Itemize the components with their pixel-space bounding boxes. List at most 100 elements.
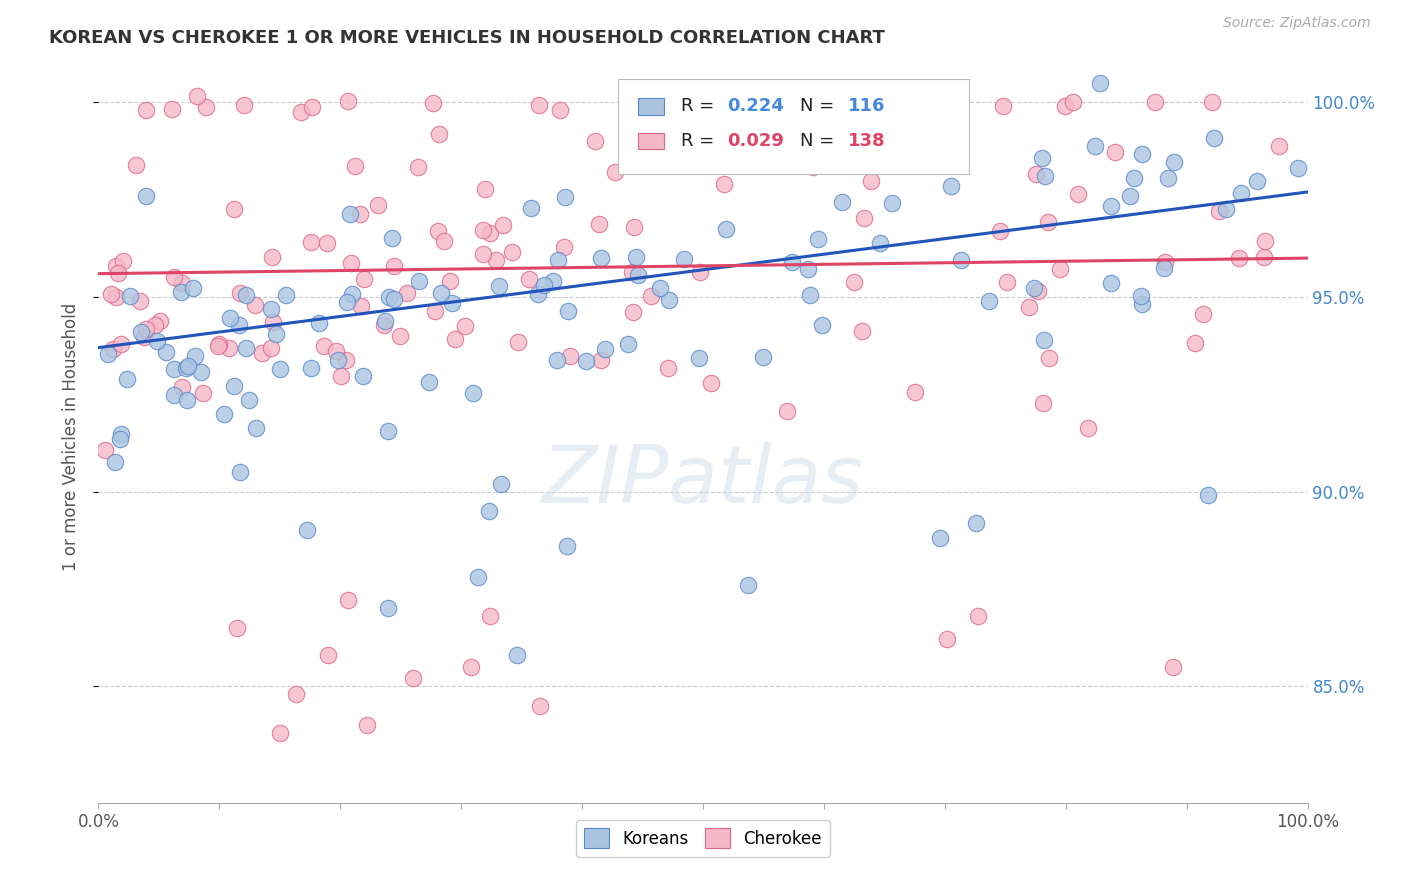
Point — [105, 259, 128, 273]
Point — [1253, 250, 1275, 264]
Point — [1104, 145, 1126, 159]
Point — [807, 232, 830, 246]
Point — [1025, 167, 1047, 181]
Point — [377, 601, 399, 615]
Text: Source: ZipAtlas.com: Source: ZipAtlas.com — [1223, 16, 1371, 30]
Text: ZIPatlas: ZIPatlas — [541, 442, 865, 520]
Point — [617, 337, 640, 351]
Point — [623, 219, 645, 234]
Point — [235, 341, 257, 355]
Point — [655, 143, 678, 157]
Point — [1099, 199, 1122, 213]
Point — [356, 718, 378, 732]
Point — [218, 341, 240, 355]
Point — [115, 372, 138, 386]
Point — [184, 350, 207, 364]
Point — [1201, 95, 1223, 109]
Point — [1028, 284, 1050, 298]
Text: 138: 138 — [848, 132, 886, 150]
Point — [245, 420, 267, 434]
Point — [342, 287, 364, 301]
Point — [967, 609, 990, 624]
Point — [591, 353, 613, 368]
Point — [299, 360, 322, 375]
Point — [650, 281, 672, 295]
Point — [163, 269, 186, 284]
Point — [1119, 188, 1142, 202]
Point — [454, 319, 477, 334]
Point — [1153, 261, 1175, 276]
Point — [575, 354, 598, 368]
Point — [737, 578, 759, 592]
Point — [276, 287, 298, 301]
Point — [444, 332, 467, 346]
Point — [316, 236, 339, 251]
Point — [299, 235, 322, 249]
Point — [713, 177, 735, 191]
Point — [170, 285, 193, 299]
Point — [547, 253, 569, 268]
Point — [336, 94, 359, 108]
Point — [886, 123, 908, 137]
Text: N =: N = — [800, 132, 839, 150]
Point — [1192, 307, 1215, 321]
Point — [1208, 204, 1230, 219]
Point — [1084, 139, 1107, 153]
Point — [929, 531, 952, 545]
Point — [776, 140, 799, 154]
Point — [489, 476, 512, 491]
Point — [506, 335, 529, 350]
Point — [104, 289, 127, 303]
Point — [337, 593, 360, 607]
Point — [557, 304, 579, 318]
Point — [172, 380, 194, 394]
Point — [228, 465, 250, 479]
Point — [696, 96, 718, 111]
Text: 0.029: 0.029 — [727, 132, 785, 150]
Text: 116: 116 — [848, 97, 886, 115]
Point — [488, 279, 510, 293]
Point — [1130, 289, 1153, 303]
Point — [132, 330, 155, 344]
Point — [603, 164, 626, 178]
Point — [388, 329, 411, 343]
Point — [1286, 161, 1309, 175]
Point — [224, 378, 246, 392]
Point — [846, 92, 869, 106]
Point — [548, 103, 571, 118]
Point — [238, 393, 260, 408]
Point — [478, 609, 501, 624]
Point — [269, 725, 291, 739]
Point — [373, 318, 395, 332]
Text: 0.224: 0.224 — [727, 97, 785, 115]
Point — [472, 223, 495, 237]
Point — [262, 250, 284, 264]
Point — [831, 195, 853, 210]
Point — [842, 275, 865, 289]
Point — [520, 201, 543, 215]
Point — [993, 99, 1015, 113]
Point — [1143, 95, 1166, 110]
Point — [1053, 99, 1076, 113]
Point — [1229, 186, 1251, 201]
Point — [1049, 262, 1071, 277]
Point — [1123, 171, 1146, 186]
Point — [588, 217, 610, 231]
Point — [527, 97, 550, 112]
Point — [177, 359, 200, 374]
Point — [922, 92, 945, 106]
Point — [228, 318, 250, 332]
Point — [644, 95, 666, 110]
Point — [1018, 300, 1040, 314]
Point — [441, 296, 464, 310]
Point — [377, 424, 399, 438]
Point — [374, 314, 396, 328]
Text: N =: N = — [800, 97, 839, 115]
Point — [110, 427, 132, 442]
Point — [1163, 154, 1185, 169]
Point — [101, 342, 124, 356]
Point — [176, 393, 198, 408]
Point — [382, 260, 405, 274]
Point — [1031, 151, 1053, 165]
Point — [422, 96, 444, 111]
